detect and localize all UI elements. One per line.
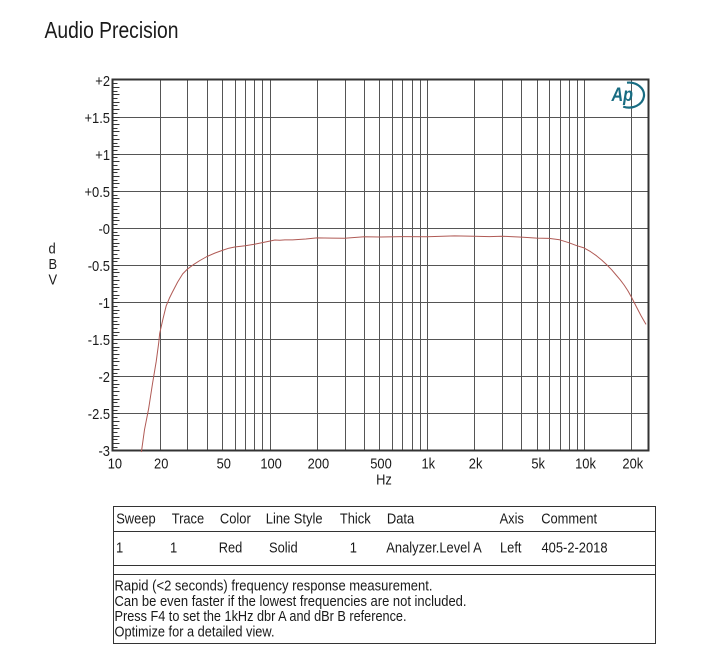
svg-text:-3: -3	[99, 443, 111, 460]
svg-text:20k: 20k	[622, 456, 643, 473]
svg-text:1k: 1k	[422, 456, 436, 473]
svg-text:1: 1	[116, 540, 123, 557]
svg-text:Can be even faster if the lowe: Can be even faster if the lowest frequen…	[115, 593, 467, 610]
svg-text:Hz: Hz	[376, 472, 392, 489]
svg-text:1: 1	[170, 540, 177, 557]
svg-text:Audio Precision: Audio Precision	[45, 17, 179, 43]
svg-text:+1: +1	[95, 147, 110, 164]
svg-text:50: 50	[217, 456, 231, 473]
svg-text:d: d	[49, 241, 56, 258]
svg-text:Comment: Comment	[541, 511, 598, 528]
svg-text:Press F4 to set the 1kHz dbr A: Press F4 to set the 1kHz dbr A and dBr B…	[115, 608, 407, 625]
svg-text:-0: -0	[99, 221, 111, 238]
svg-text:Ap: Ap	[611, 84, 633, 106]
svg-text:Analyzer.Level A: Analyzer.Level A	[386, 540, 481, 557]
svg-text:-2.5: -2.5	[88, 406, 110, 423]
svg-text:Trace: Trace	[172, 511, 205, 528]
svg-text:2k: 2k	[469, 456, 483, 473]
svg-text:405-2-2018: 405-2-2018	[542, 540, 608, 557]
svg-text:Solid: Solid	[269, 540, 298, 557]
svg-text:100: 100	[260, 456, 282, 473]
svg-text:+0.5: +0.5	[85, 184, 111, 201]
svg-text:Optimize for a detailed view.: Optimize for a detailed view.	[115, 623, 275, 640]
svg-text:10: 10	[108, 456, 122, 473]
svg-text:Red: Red	[219, 540, 243, 557]
svg-text:200: 200	[308, 456, 330, 473]
svg-text:-1: -1	[99, 295, 111, 312]
svg-text:-2: -2	[99, 369, 111, 386]
svg-text:Data: Data	[387, 511, 415, 528]
svg-text:1: 1	[350, 540, 357, 557]
svg-text:Sweep: Sweep	[116, 511, 156, 528]
svg-text:Color: Color	[220, 511, 251, 528]
svg-text:-0.5: -0.5	[88, 258, 110, 275]
svg-text:10k: 10k	[575, 456, 596, 473]
svg-text:-1.5: -1.5	[88, 332, 110, 349]
svg-text:Left: Left	[500, 540, 522, 557]
svg-text:B: B	[49, 256, 58, 273]
svg-text:+2: +2	[95, 73, 110, 90]
svg-text:5k: 5k	[531, 456, 545, 473]
svg-text:Rapid (<2 seconds) frequency r: Rapid (<2 seconds) frequency response me…	[115, 578, 433, 595]
svg-text:Line Style: Line Style	[266, 511, 323, 528]
svg-text:Thick: Thick	[340, 511, 371, 528]
svg-text:Axis: Axis	[500, 511, 524, 528]
svg-text:20: 20	[154, 456, 168, 473]
svg-text:500: 500	[370, 456, 392, 473]
svg-text:+1.5: +1.5	[85, 110, 111, 127]
svg-text:V: V	[49, 272, 58, 289]
